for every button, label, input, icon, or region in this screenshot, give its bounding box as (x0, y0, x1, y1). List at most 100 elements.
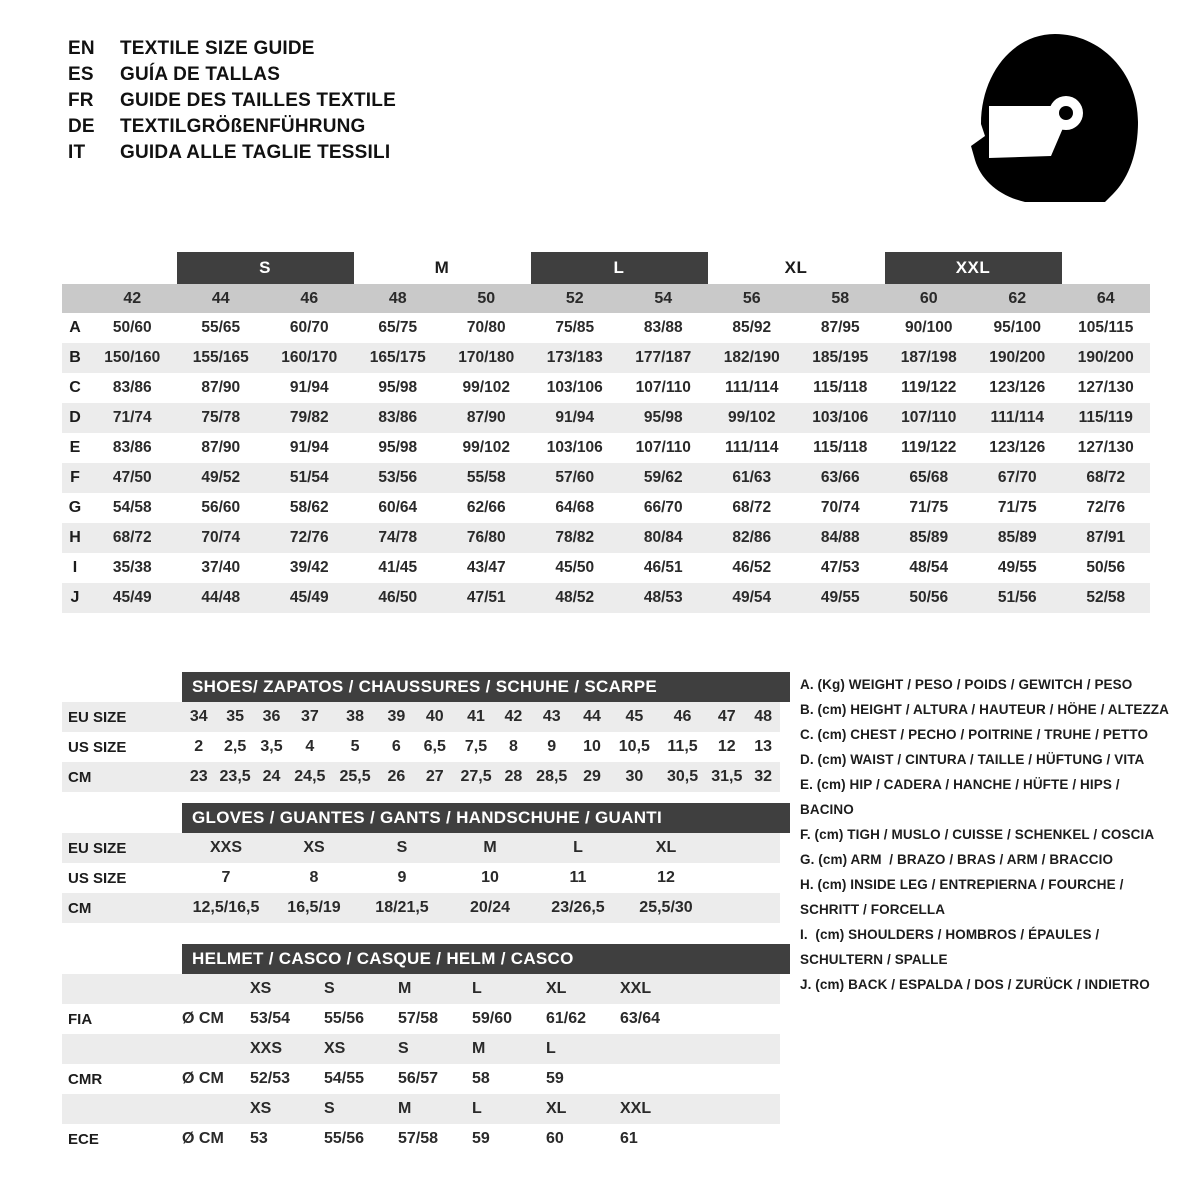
cell-B-54: 177/187 (635, 349, 692, 366)
gloves-cell: XL (655, 839, 677, 856)
helmet-size-row: XXS XS S M L (62, 1034, 780, 1064)
helmet-size-label: S (324, 1100, 335, 1117)
helmet-size-label: XS (250, 980, 272, 997)
cell-B-44: 155/165 (192, 349, 249, 366)
helmet-cell: 57/58 (398, 1130, 439, 1147)
helmet-standard-ece: ECE (68, 1130, 99, 1148)
helmet-cell: 55/56 (324, 1010, 365, 1027)
shoes-cell: 27,5 (460, 768, 492, 785)
cell-G-56: 68/72 (732, 499, 772, 516)
cell-E-60: 119/122 (901, 439, 957, 456)
cell-A-50: 70/80 (466, 319, 506, 336)
title-row-en: EN TEXTILE SIZE GUIDE (68, 38, 396, 60)
shoes-cell: 38 (346, 708, 364, 725)
gloves-row: CM 12,5/16,5 16,5/19 18/21,5 20/24 23/26,5 25,… (62, 893, 780, 923)
size-number-42: 42 (123, 289, 142, 307)
shoes-cell: 10,5 (618, 738, 650, 755)
shoes-cell: 12 (717, 738, 736, 755)
shoes-cell: 2,5 (223, 738, 247, 755)
helmet-size-row: XS S M L XL XXL (62, 1094, 780, 1124)
gloves-cell: 11 (569, 869, 587, 886)
row-label-G: G (68, 499, 82, 516)
shoes-cell: 41 (467, 708, 485, 725)
cell-E-44: 87/90 (201, 439, 241, 456)
shoes-cell: 2 (194, 738, 204, 755)
helmet-size-label: XXS (250, 1040, 283, 1057)
racing-helmet-icon (955, 28, 1155, 208)
cell-G-50: 62/66 (466, 499, 506, 516)
cell-C-52: 103/106 (546, 379, 603, 396)
row-label-H: H (69, 529, 81, 546)
size-number-44: 44 (211, 289, 230, 307)
cell-F-56: 61/63 (732, 469, 772, 486)
helmet-size-label: L (546, 1040, 556, 1057)
table-row: B 150/160 155/165 160/170 165/175 170/180 173/… (62, 343, 1150, 373)
table-row: J 45/49 44/48 45/49 46/50 47/51 48/52 48/53 49/5… (62, 583, 1150, 613)
cell-B-52: 173/183 (546, 349, 603, 366)
size-label-m: M (434, 258, 450, 277)
size-label-gap (88, 252, 177, 284)
cell-F-64: 68/72 (1086, 469, 1126, 486)
table-row: E 83/86 87/90 91/94 95/98 99/102 103/106 107/11… (62, 433, 1150, 463)
cell-G-64: 72/76 (1086, 499, 1126, 516)
shoes-cell: 23,5 (219, 768, 251, 785)
cell-G-54: 66/70 (643, 499, 683, 516)
cell-E-62: 123/126 (989, 439, 1046, 456)
helmet-cell: 58 (472, 1070, 490, 1087)
shoes-cell: 34 (189, 708, 208, 725)
cell-C-42: 83/86 (112, 379, 152, 396)
shoes-row: CM 23 23,5 24 24,5 25,5 26 27 27,5 28 28,5 29 30 30,5… (62, 762, 780, 792)
helmet-unit: Ø CM (182, 1010, 224, 1027)
shoes-cell: 13 (754, 738, 773, 755)
helmet-rows: XS S M L XL XXL FIA Ø CM 53/54 55/56 57/58 59/60 61/… (62, 974, 780, 1154)
shoes-cell: 28,5 (536, 768, 568, 785)
cell-D-54: 95/98 (643, 409, 683, 426)
cell-G-44: 56/60 (201, 499, 241, 516)
helmet-value-row: FIA Ø CM 53/54 55/56 57/58 59/60 61/62 63/64 (62, 1004, 780, 1034)
shoes-cell: 30 (625, 768, 644, 785)
gloves-cell: M (483, 839, 497, 856)
shoes-cell: 42 (504, 708, 523, 725)
table-row: A 50/60 55/65 60/70 65/75 70/80 75/85 83/88 85/9… (62, 313, 1150, 343)
shoes-rows: EU SIZE 34 35 36 37 38 39 40 41 42 43 44 45 46 47 48 US … (62, 702, 780, 792)
cell-F-46: 51/54 (289, 469, 329, 486)
shoes-cell: 26 (387, 768, 406, 785)
legend-item: D. (cm) WAIST / CINTURA / TAILLE / HÜFTU… (800, 752, 1145, 767)
legend-item: B. (cm) HEIGHT / ALTURA / HAUTEUR / HÖHE… (800, 702, 1169, 717)
cell-G-48: 60/64 (378, 499, 418, 516)
cell-C-54: 107/110 (635, 379, 691, 396)
shoes-cell: 25,5 (339, 768, 371, 785)
cell-A-54: 83/88 (643, 319, 683, 336)
helmet-section: HELMET / CASCO / CASQUE / HELM / CASCO X… (62, 944, 790, 1154)
shoes-cell: 28 (504, 768, 523, 785)
cell-I-54: 46/51 (643, 559, 683, 576)
cell-D-62: 111/114 (990, 409, 1044, 426)
shoes-row: EU SIZE 34 35 36 37 38 39 40 41 42 43 44 45 46 47 48 (62, 702, 780, 732)
cell-H-48: 74/78 (378, 529, 418, 546)
cell-H-56: 82/86 (732, 529, 772, 546)
cell-C-62: 123/126 (989, 379, 1046, 396)
helmet-value-row: ECE Ø CM 53 55/56 57/58 59 60 61 (62, 1124, 780, 1154)
size-number-52: 52 (565, 289, 584, 307)
shoes-cell: 4 (305, 738, 315, 755)
title-text-it: GUIDA ALLE TAGLIE TESSILI (120, 142, 391, 163)
shoes-cell: 6,5 (423, 738, 446, 755)
cell-F-54: 59/62 (643, 469, 683, 486)
cell-A-46: 60/70 (289, 319, 329, 336)
cell-C-44: 87/90 (201, 379, 241, 396)
cell-A-44: 55/65 (201, 319, 241, 336)
size-number-row: 42 44 46 48 50 52 54 56 58 60 62 64 (62, 284, 1150, 313)
cell-J-62: 51/56 (997, 589, 1037, 606)
cell-F-48: 53/56 (378, 469, 418, 486)
shoes-row-label: CM (68, 768, 92, 786)
cell-I-56: 46/52 (732, 559, 772, 576)
size-label-s: S (176, 252, 354, 284)
shoes-cell: 48 (754, 708, 773, 725)
shoes-cell: 29 (583, 768, 601, 785)
cell-J-56: 49/54 (732, 589, 772, 606)
cell-H-62: 85/89 (997, 529, 1037, 546)
shoes-cell: 37 (300, 708, 319, 725)
cell-F-60: 65/68 (909, 469, 949, 486)
table-row: G 54/58 56/60 58/62 60/64 62/66 64/68 66/70 68/7… (62, 493, 1150, 523)
helmet-cell: 59 (472, 1130, 490, 1147)
